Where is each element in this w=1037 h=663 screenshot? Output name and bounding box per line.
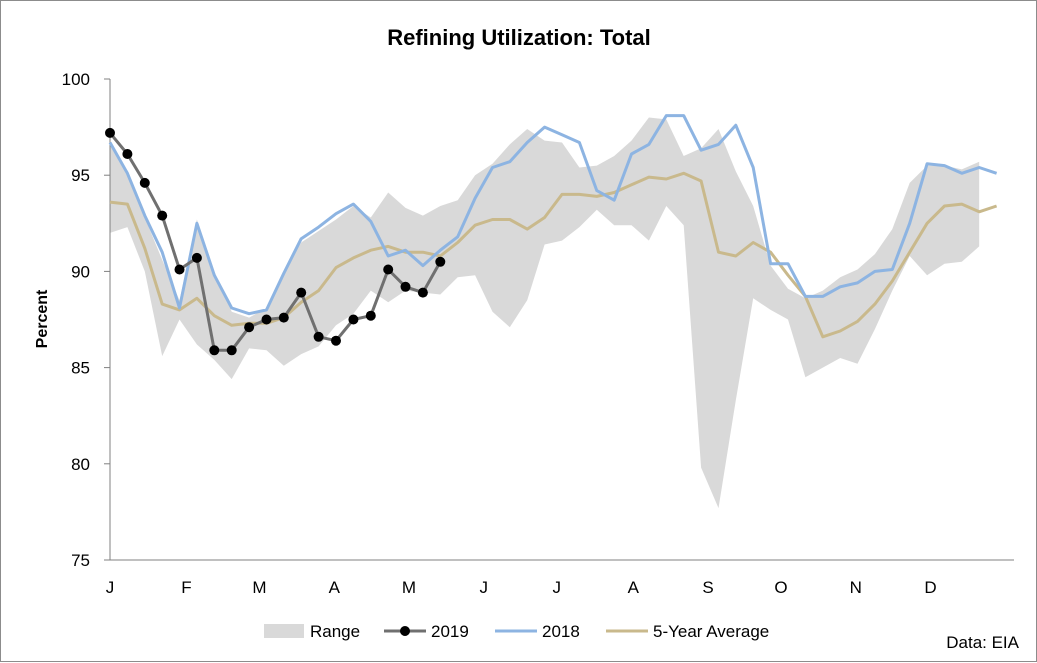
x-tick-label: O: [774, 578, 787, 597]
legend-label-5yr: 5-Year Average: [653, 622, 769, 641]
source-note: Data: EIA: [946, 633, 1019, 652]
x-tick-label: A: [329, 578, 341, 597]
range-area: [110, 117, 980, 509]
series-2019-point: [435, 256, 446, 267]
series-2019-point: [331, 335, 341, 346]
range-area-layer: [110, 117, 980, 509]
series-2019-point: [226, 345, 237, 356]
legend-label-2018: 2018: [542, 622, 580, 641]
x-tick-label: J: [480, 578, 489, 597]
x-tick-label: M: [402, 578, 416, 597]
series-2019-point: [365, 310, 376, 321]
series-2019-point: [296, 287, 307, 298]
series-layer: [108, 114, 998, 352]
x-tick-label: A: [628, 578, 640, 597]
x-tick-label: J: [106, 578, 115, 597]
legend-label-2019: 2019: [431, 622, 469, 641]
y-tick-label: 80: [71, 455, 90, 474]
x-tick-label: F: [181, 578, 191, 597]
series-2019-point: [105, 127, 115, 138]
series-2019-point: [139, 177, 150, 188]
legend-label-range: Range: [310, 622, 360, 641]
axes-layer: [104, 78, 1014, 561]
series-2019-point: [313, 331, 324, 342]
marker-layer: [105, 127, 446, 356]
series-line-2018: [108, 114, 998, 316]
legend-swatch-range: [264, 624, 304, 638]
x-tick-label: J: [553, 578, 562, 597]
series-2019-point: [417, 287, 428, 298]
series-2019-point: [209, 345, 220, 356]
series-2019-point: [400, 281, 411, 292]
y-tick-label: 90: [71, 262, 90, 281]
series-2019-point: [348, 314, 359, 325]
series-2019-point: [244, 322, 255, 333]
series-2019-point: [383, 264, 394, 275]
series-2019-point: [278, 312, 289, 323]
series-2019-point: [261, 314, 272, 325]
x-tick-label: N: [850, 578, 862, 597]
legend: Range 2019 2018 5-Year Average: [264, 622, 769, 641]
y-axis-label: Percent: [34, 289, 51, 348]
legend-swatch-2019-marker: [400, 626, 410, 636]
y-tick-labels: 75 80 85 90 95 100: [62, 70, 90, 570]
x-tick-label: M: [252, 578, 266, 597]
x-tick-label: S: [702, 578, 713, 597]
series-2019-point: [191, 252, 202, 263]
series-2019-point: [157, 210, 168, 221]
series-2019-point: [174, 264, 185, 275]
y-tick-label: 95: [71, 166, 90, 185]
chart-title: Refining Utilization: Total: [387, 25, 651, 50]
y-tick-label: 100: [62, 70, 90, 89]
series-2019-point: [122, 149, 133, 159]
y-tick-label: 75: [71, 551, 90, 570]
y-tick-label: 85: [71, 359, 90, 378]
series-line-2019: [108, 131, 442, 352]
x-tick-label: D: [924, 578, 936, 597]
